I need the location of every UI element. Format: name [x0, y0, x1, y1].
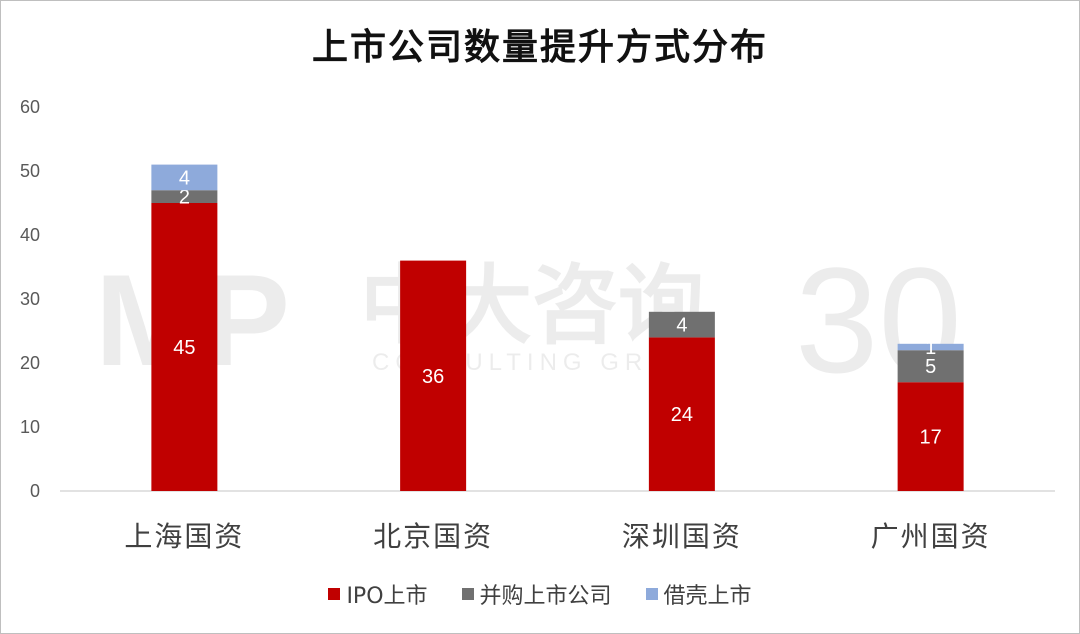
bar-segment — [648, 337, 715, 491]
legend-label: 并购上市公司 — [479, 584, 612, 609]
x-category-label: 深圳国资 — [622, 520, 742, 553]
data-label: 1 — [925, 337, 936, 359]
y-tick-label: 20 — [20, 353, 40, 373]
legend-label: 借壳上市 — [663, 584, 752, 609]
bar-segment — [897, 343, 964, 351]
x-category-label: 上海国资 — [124, 520, 244, 553]
legend-label: IPO上市 — [346, 584, 428, 609]
legend-item: 并购上市公司 — [461, 578, 612, 610]
data-label: 45 — [173, 337, 195, 359]
y-tick-label: 30 — [20, 289, 40, 309]
legend-swatch — [645, 588, 658, 600]
y-tick-label: 0 — [30, 481, 40, 501]
bar-segment — [897, 382, 964, 491]
legend: IPO上市 并购上市公司 借壳上市 — [0, 578, 1080, 610]
bar-segment — [151, 190, 218, 203]
y-tick-label: 50 — [20, 161, 40, 181]
data-label: 17 — [920, 427, 942, 449]
data-label: 5 — [925, 356, 936, 378]
x-category-label: 广州国资 — [871, 520, 991, 553]
legend-item: IPO上市 — [328, 578, 428, 610]
watermark: MP 中大咨询 CONSULTING GROUP 30 — [95, 236, 962, 404]
legend-swatch — [328, 588, 341, 600]
data-label: 4 — [676, 315, 687, 337]
data-label: 2 — [179, 187, 190, 209]
bar-segment — [151, 164, 218, 191]
y-tick-label: 40 — [20, 225, 40, 245]
x-category-label: 北京国资 — [373, 520, 493, 553]
data-label: 24 — [671, 404, 693, 426]
legend-swatch — [461, 588, 474, 600]
data-label: 36 — [422, 366, 444, 388]
bar-segment — [648, 311, 715, 338]
chart-title: 上市公司数量提升方式分布 — [311, 26, 768, 68]
bar-segment — [400, 260, 467, 491]
data-label: 4 — [179, 167, 190, 189]
legend-item: 借壳上市 — [645, 578, 752, 610]
bar-segment — [897, 350, 964, 383]
bar-segment — [151, 203, 218, 491]
y-tick-label: 60 — [20, 97, 40, 117]
y-tick-label: 10 — [20, 417, 40, 437]
